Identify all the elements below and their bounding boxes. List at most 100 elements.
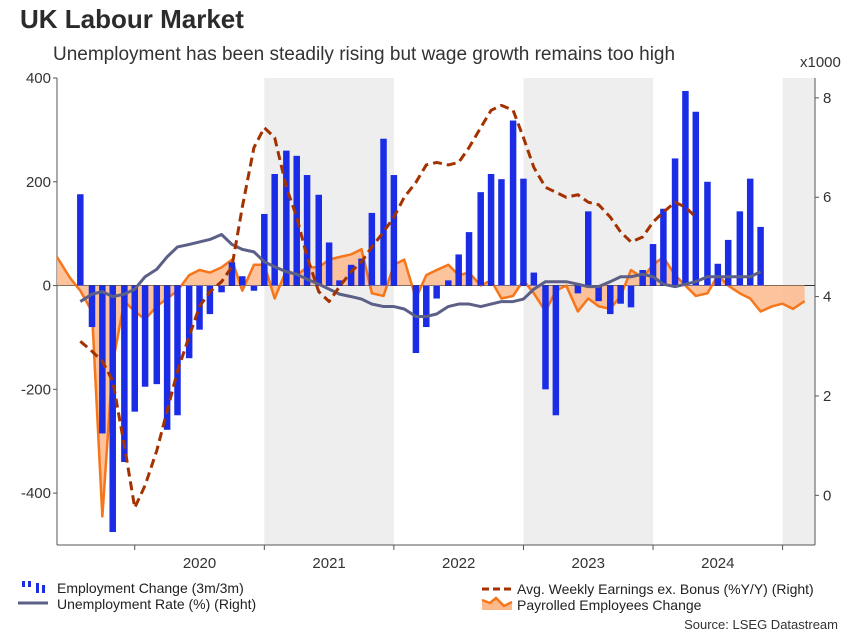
left-tick-label: -200 [21,381,51,398]
employment-bar [141,285,149,387]
right-tick-label: 8 [823,90,831,107]
employment-bar [736,211,744,286]
legend-employment-swatch-b [28,581,31,587]
left-tick-label: 0 [43,278,51,295]
employment-bar [283,150,290,286]
employment-bar [704,181,711,286]
left-axis-ticks: 400 200 0 -200 -400 [21,70,57,502]
employment-bar [724,239,732,286]
employment-bar [218,285,225,293]
employment-bar [692,111,700,286]
legend-item-payrolled: Payrolled Employees Change [481,596,702,613]
employment-bar [153,285,161,385]
employment-bar [206,285,214,315]
legend-employment-swatch-a [22,581,25,587]
employment-bar [595,285,602,302]
employment-bar [347,264,355,286]
chart-title: UK Labour Market [20,4,244,34]
right-axis-unit-label: x1000 [800,54,841,71]
employment-bar [530,272,538,286]
x-tick-label: 2021 [312,555,345,572]
chart-subtitle: Unemployment has been steadily rising bu… [53,44,676,65]
employment-bar [412,285,420,354]
legend-unemployment-label: Unemployment Rate (%) (Right) [57,596,256,612]
employment-bar [574,285,582,294]
employment-bar [671,158,679,286]
employment-bars [77,90,764,533]
right-axis-ticks: 8 6 4 2 0 [815,90,831,504]
employment-bar [509,120,517,286]
employment-bar [649,244,657,286]
legend-employment-label: Employment Change (3m/3m) [57,580,244,596]
employment-bar [498,179,505,286]
x-tick-label: 2023 [572,555,605,572]
employment-bar [746,178,754,286]
axes-frame [56,78,816,546]
shaded-regions [264,78,815,545]
employment-bar [380,138,387,286]
left-tick-label: 200 [26,174,51,191]
employment-bar [196,285,203,330]
employment-bar [552,285,560,416]
employment-bar [423,285,430,328]
x-tick-label: 2022 [442,555,475,572]
employment-bar [303,175,311,286]
legend-payrolled-label: Payrolled Employees Change [517,597,702,613]
legend-item-unemployment: Unemployment Rate (%) (Right) [18,596,256,612]
employment-bar [487,173,495,286]
employment-bar [542,285,549,390]
legend-employment-swatch-d [42,585,45,593]
employment-bar [757,226,764,286]
legend-payrolled-swatch [481,596,513,608]
employment-bar [228,262,236,286]
employment-bar [520,178,527,286]
right-tick-label: 4 [823,289,831,306]
employment-bar [477,192,484,286]
legend-employment-swatch-c [36,583,39,593]
shade-region-2 [782,78,815,545]
unemployment-line [79,232,762,318]
x-axis-ticks: 2020 2021 2022 2023 2024 [134,545,784,572]
employment-bar [390,175,398,286]
employment-bar [325,242,333,286]
employment-bar [131,285,138,412]
payrolled-area-layer [55,247,806,518]
left-tick-label: 400 [26,70,51,87]
employment-bar [682,90,689,286]
left-tick-label: -400 [21,485,51,502]
employment-bar [77,194,84,286]
employment-bar [584,211,592,286]
employment-bar [109,285,116,533]
employment-bar [163,285,171,430]
earnings-line [79,103,697,510]
shade-region-0 [264,78,394,545]
employment-bar [271,173,278,286]
lines-layer [79,103,762,510]
legend-earnings-label: Avg. Weekly Earnings ex. Bonus (%Y/Y) (R… [517,581,814,597]
employment-bar [617,285,624,304]
employment-bar [639,269,646,286]
employment-bar [455,254,462,286]
x-tick-label: 2020 [183,555,216,572]
employment-bar [445,280,452,286]
employment-bar [607,285,614,315]
x-tick-label: 2024 [701,555,734,572]
employment-bar [121,285,128,462]
payrolled-line [55,247,806,518]
right-tick-label: 0 [823,487,831,504]
right-tick-label: 6 [823,189,831,206]
legend-item-employment: Employment Change (3m/3m) [22,580,244,596]
employment-bar [88,285,96,328]
employment-bar [250,285,258,291]
right-tick-label: 2 [823,388,831,405]
employment-bar [261,213,268,286]
employment-bar [174,285,181,416]
employment-bar [185,285,193,359]
legend: Employment Change (3m/3m) Unemployment R… [18,580,814,613]
legend-item-earnings: Avg. Weekly Earnings ex. Bonus (%Y/Y) (R… [482,581,814,597]
employment-bar [660,208,667,286]
employment-bar [627,285,635,308]
source-note: Source: LSEG Datastream [684,617,838,632]
employment-bar [714,263,722,286]
